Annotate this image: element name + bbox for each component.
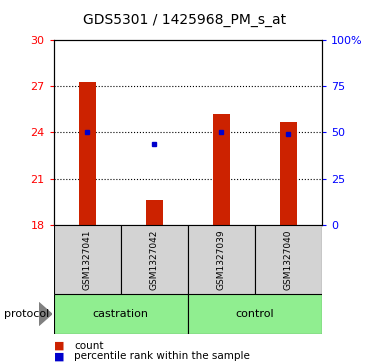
Text: GSM1327040: GSM1327040 [284,229,293,290]
Text: GSM1327041: GSM1327041 [83,229,92,290]
Text: protocol: protocol [4,309,49,319]
Polygon shape [39,303,52,325]
Bar [54,294,188,334]
Text: ■: ■ [54,351,64,362]
Text: GSM1327042: GSM1327042 [150,229,159,290]
Text: GSM1327039: GSM1327039 [217,229,226,290]
Text: control: control [236,309,274,319]
Bar [188,294,322,334]
Bar [188,225,255,294]
Bar [54,225,121,294]
Text: count: count [74,340,104,351]
Text: castration: castration [93,309,149,319]
Text: GDS5301 / 1425968_PM_s_at: GDS5301 / 1425968_PM_s_at [84,13,286,27]
Text: ■: ■ [54,340,64,351]
Bar [255,225,322,294]
Bar [213,114,230,225]
Bar [146,200,163,225]
Bar [79,82,95,225]
Bar [121,225,188,294]
Text: percentile rank within the sample: percentile rank within the sample [74,351,250,362]
Bar [280,122,297,225]
